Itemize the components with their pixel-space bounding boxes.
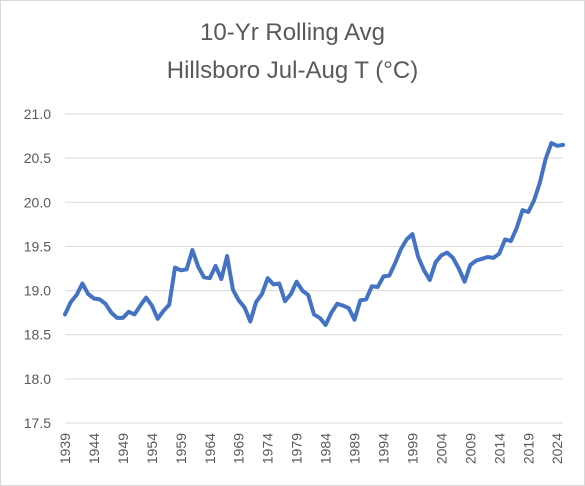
x-tick-label-2: 1949 bbox=[115, 433, 131, 464]
x-tick-label-17: 2024 bbox=[549, 433, 565, 464]
x-tick-label-7: 1974 bbox=[260, 433, 276, 464]
x-tick-label-16: 2019 bbox=[520, 433, 536, 464]
x-tick-label-8: 1979 bbox=[289, 433, 305, 464]
y-tick-label-6: 20.5 bbox=[24, 150, 51, 166]
y-tick-label-4: 19.5 bbox=[24, 238, 51, 254]
chart-title-line-1: 10-Yr Rolling Avg bbox=[200, 19, 385, 46]
x-tick-label-11: 1994 bbox=[375, 433, 391, 464]
x-tick-label-4: 1959 bbox=[173, 433, 189, 464]
x-tick-label-1: 1944 bbox=[86, 433, 102, 464]
y-tick-label-2: 18.5 bbox=[24, 327, 51, 343]
x-tick-label-14: 2009 bbox=[462, 433, 478, 464]
y-tick-label-7: 21.0 bbox=[24, 106, 51, 122]
chart-title-line-2: Hillsboro Jul-Aug T (°C) bbox=[166, 57, 419, 84]
x-tick-label-9: 1984 bbox=[318, 433, 334, 464]
x-tick-label-13: 2004 bbox=[433, 433, 449, 464]
series-line bbox=[63, 141, 565, 327]
y-tick-label-5: 20.0 bbox=[24, 194, 51, 210]
x-tick-label-10: 1989 bbox=[347, 433, 363, 464]
x-tick-label-15: 2014 bbox=[491, 433, 507, 464]
x-tick-label-0: 1939 bbox=[57, 433, 73, 464]
y-tick-label-1: 18.0 bbox=[24, 371, 51, 387]
x-tick-label-3: 1954 bbox=[144, 433, 160, 464]
x-tick-label-6: 1969 bbox=[231, 433, 247, 464]
y-tick-label-3: 19.0 bbox=[24, 283, 51, 299]
y-tick-label-0: 17.5 bbox=[24, 415, 51, 431]
x-tick-label-12: 1999 bbox=[404, 433, 420, 464]
x-tick-label-5: 1964 bbox=[202, 433, 218, 464]
